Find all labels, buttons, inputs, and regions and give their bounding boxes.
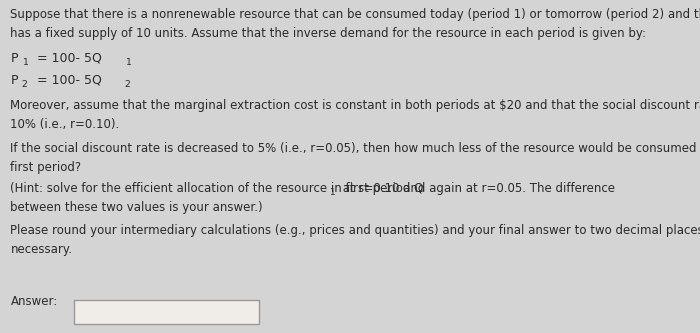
Text: first period?: first period?	[10, 161, 82, 173]
Text: has a fixed supply of 10 units. Assume that the inverse demand for the resource : has a fixed supply of 10 units. Assume t…	[10, 27, 647, 40]
Text: P: P	[10, 52, 18, 65]
Text: (Hint: solve for the efficient allocation of the resource in first period Q: (Hint: solve for the efficient allocatio…	[10, 182, 424, 195]
Text: 2: 2	[22, 80, 27, 89]
Text: Please round your intermediary calculations (e.g., prices and quantities) and yo: Please round your intermediary calculati…	[10, 224, 700, 237]
Text: P: P	[10, 74, 18, 87]
Text: Moreover, assume that the marginal extraction cost is constant in both periods a: Moreover, assume that the marginal extra…	[10, 99, 700, 112]
Text: 10% (i.e., r=0.10).: 10% (i.e., r=0.10).	[10, 118, 120, 131]
Text: 2: 2	[125, 80, 130, 89]
FancyBboxPatch shape	[74, 300, 259, 324]
Text: at r=0.10 and again at r=0.05. The difference: at r=0.10 and again at r=0.05. The diffe…	[339, 182, 615, 195]
Text: 1: 1	[125, 58, 130, 67]
Text: If the social discount rate is decreased to 5% (i.e., r=0.05), then how much les: If the social discount rate is decreased…	[10, 142, 700, 155]
Text: necessary.: necessary.	[10, 243, 73, 256]
Text: Answer:: Answer:	[10, 295, 57, 308]
Text: Suppose that there is a nonrenewable resource that can be consumed today (period: Suppose that there is a nonrenewable res…	[10, 8, 700, 21]
Text: = 100- 5Q: = 100- 5Q	[33, 52, 102, 65]
Text: 1: 1	[22, 58, 27, 67]
Text: = 100- 5Q: = 100- 5Q	[33, 74, 102, 87]
Text: between these two values is your answer.): between these two values is your answer.…	[10, 201, 263, 214]
Text: 1: 1	[329, 188, 335, 197]
